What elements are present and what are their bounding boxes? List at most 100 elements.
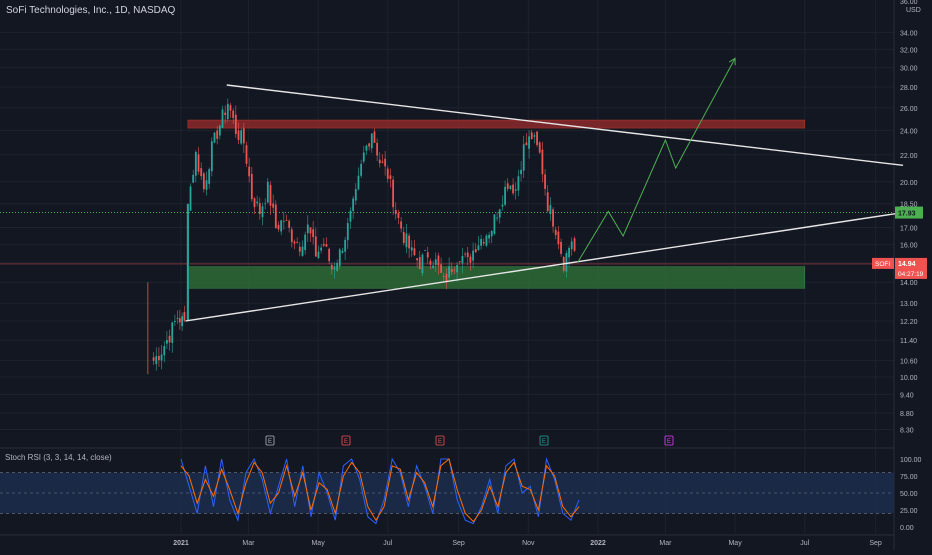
candle-body <box>232 110 235 118</box>
candle-body <box>253 198 256 208</box>
candle-body <box>432 265 435 269</box>
currency-label: USD <box>906 7 921 14</box>
candle-body <box>285 220 288 221</box>
earnings-marker-label: E <box>344 439 348 445</box>
candle-body <box>160 354 163 361</box>
y-tick-label: 11.40 <box>900 338 917 345</box>
earnings-marker <box>341 435 351 446</box>
candle-body <box>381 161 384 163</box>
candle-body <box>183 312 186 321</box>
candle-body <box>440 264 443 273</box>
candle-body <box>272 203 275 208</box>
candle-body <box>482 241 485 244</box>
candle-body <box>485 235 488 246</box>
candle-body <box>325 244 328 247</box>
candle-body <box>370 133 373 149</box>
y-tick-label: 24.00 <box>900 128 918 135</box>
y-tick-label: 14.00 <box>900 280 918 287</box>
candle-body <box>274 204 277 229</box>
candle-body <box>208 169 211 184</box>
y-tick-label: 28.00 <box>900 85 918 92</box>
candle-body <box>298 246 301 252</box>
candle-body <box>536 131 538 145</box>
earnings-marker <box>539 435 549 446</box>
candle-body <box>493 214 496 234</box>
candle-body <box>429 260 432 265</box>
candle-body <box>258 203 261 214</box>
candle-body <box>565 253 568 272</box>
stoch-tick-label: 25.00 <box>900 508 918 515</box>
last-price-text: 14.94 <box>898 261 916 268</box>
candle-body <box>357 175 360 190</box>
candle-body <box>368 143 371 147</box>
candle-body <box>221 109 224 128</box>
candle-body <box>501 204 504 207</box>
candle-body <box>437 255 440 266</box>
x-tick-label: 2021 <box>173 540 189 547</box>
candle-body <box>330 264 333 270</box>
candle-body <box>362 152 365 162</box>
candle-body <box>517 176 520 191</box>
candle-body <box>397 213 400 218</box>
candle-body <box>205 180 208 190</box>
candle-body <box>237 130 240 140</box>
y-tick-label: 10.60 <box>900 359 918 366</box>
candle-body <box>218 125 221 136</box>
x-tick-label: Sep <box>869 540 882 547</box>
earnings-marker-label: E <box>438 439 442 445</box>
candle-body <box>498 209 501 218</box>
candle-body <box>480 239 482 246</box>
candle-body <box>341 250 344 253</box>
candle-body <box>392 179 395 208</box>
x-tick-label: May <box>728 540 742 547</box>
candle-body <box>466 252 469 258</box>
y-tick-label: 22.00 <box>900 153 918 160</box>
candle-body <box>200 168 203 177</box>
candle-body <box>256 201 259 204</box>
candle-body <box>296 242 299 243</box>
chart-title: SoFi Technologies, Inc., 1D, NASDAQ <box>6 5 176 16</box>
candle-body <box>373 131 376 143</box>
candle-body <box>552 209 554 227</box>
earnings-marker-label: E <box>542 439 546 445</box>
candle-body <box>560 241 562 254</box>
candle-body <box>176 317 179 319</box>
candle-body <box>346 223 349 241</box>
y-tick-label-top: 36.00 <box>900 0 918 6</box>
candle-body <box>568 248 570 258</box>
candle-body <box>354 189 357 201</box>
candle-body <box>288 220 291 228</box>
candle-body <box>549 205 552 215</box>
symbol-badge <box>872 257 894 269</box>
earnings-marker <box>265 435 275 446</box>
stoch-tick-label: 0.00 <box>900 525 914 532</box>
level-badge-text: 17.93 <box>898 211 916 218</box>
indicator-label: Stoch RSI (3, 3, 14, 14, close) <box>5 453 112 462</box>
candle-body <box>410 247 413 251</box>
x-tick-label: May <box>311 540 325 547</box>
candle-body <box>504 186 506 205</box>
lower-trendline <box>185 211 904 322</box>
candle-body <box>544 174 546 189</box>
candle-body <box>557 231 560 245</box>
upper-trendline <box>226 84 904 167</box>
candle-body <box>472 250 474 261</box>
candle-body <box>450 268 453 273</box>
y-tick-label: 18.50 <box>900 202 918 209</box>
candle-body <box>210 141 213 172</box>
y-tick-label: 10.00 <box>900 375 918 382</box>
candle-body <box>520 169 522 175</box>
candle-body <box>424 249 427 251</box>
candle-body <box>477 245 480 250</box>
candle-body <box>264 203 267 205</box>
y-tick-label: 12.20 <box>900 319 918 326</box>
y-tick-label: 34.00 <box>900 30 918 37</box>
candle-body <box>389 175 392 179</box>
candle-body <box>570 241 573 250</box>
symbol-badge-text: SOFI <box>875 261 890 268</box>
candle-body <box>320 247 323 251</box>
y-tick-label: 8.30 <box>900 427 914 434</box>
candle-body <box>216 130 219 139</box>
